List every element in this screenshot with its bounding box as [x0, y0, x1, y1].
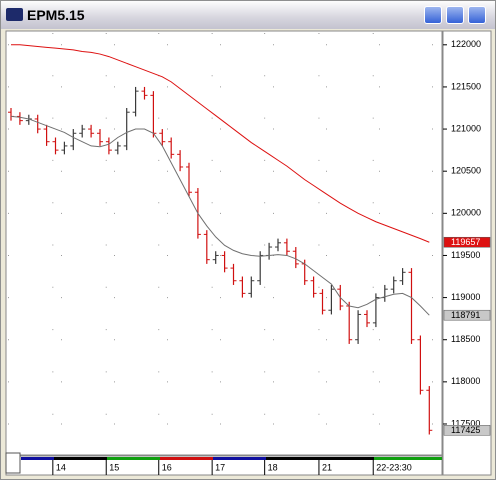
- corner-box: [5, 452, 21, 474]
- chart: 117500 118000 118500 119000 119500 120000 1205…: [5, 30, 492, 476]
- app-icon: [6, 8, 23, 21]
- ma-long-last: 119657: [451, 237, 480, 247]
- session-strip: [266, 457, 320, 460]
- y-tick-label: 122000: [451, 39, 481, 49]
- session-strip: [428, 457, 442, 460]
- session-strip: [320, 457, 374, 460]
- plot-area: [5, 30, 443, 456]
- ma-short-last-box: [443, 309, 491, 321]
- y-tick-label: 119500: [451, 250, 480, 260]
- minimize-button[interactable]: [424, 6, 442, 24]
- last-price-box: [443, 425, 491, 436]
- session-strip: [374, 457, 428, 460]
- close-button[interactable]: [468, 6, 486, 24]
- x-tick-label: 22-23:30: [376, 462, 412, 472]
- y-tick-label: 121500: [451, 81, 481, 91]
- maximize-button[interactable]: [446, 6, 464, 24]
- y-tick-label: 119000: [451, 292, 480, 302]
- x-tick-label: 16: [162, 462, 172, 472]
- ma-long-last-box: [443, 236, 491, 248]
- last-price: 117425: [451, 425, 480, 435]
- x-tick-label: 18: [268, 462, 278, 472]
- y-tick-label: 120500: [451, 166, 481, 176]
- moving-average: [11, 44, 430, 243]
- y-tick-label: 118000: [451, 376, 480, 386]
- session-strip: [107, 457, 160, 460]
- x-tick-label: 21: [322, 462, 332, 472]
- price-axis: [442, 30, 492, 476]
- y-tick-label: 121000: [451, 123, 481, 133]
- y-tick-label: 118500: [451, 334, 480, 344]
- session-strip: [160, 457, 213, 460]
- ma-short-last: 118791: [451, 310, 480, 320]
- y-tick-label: 120000: [451, 208, 481, 218]
- session-strip: [21, 457, 54, 460]
- y-tick-label: 117500: [451, 418, 480, 428]
- session-strip: [54, 457, 107, 460]
- x-tick-label: 14: [56, 462, 66, 472]
- title-bar: EPM5.15: [1, 1, 495, 29]
- moving-average: [10, 115, 430, 316]
- session-strip: [213, 457, 266, 460]
- window-title: EPM5.15: [27, 7, 85, 23]
- x-tick-label: 15: [109, 462, 119, 472]
- x-tick-label: 17: [215, 462, 225, 472]
